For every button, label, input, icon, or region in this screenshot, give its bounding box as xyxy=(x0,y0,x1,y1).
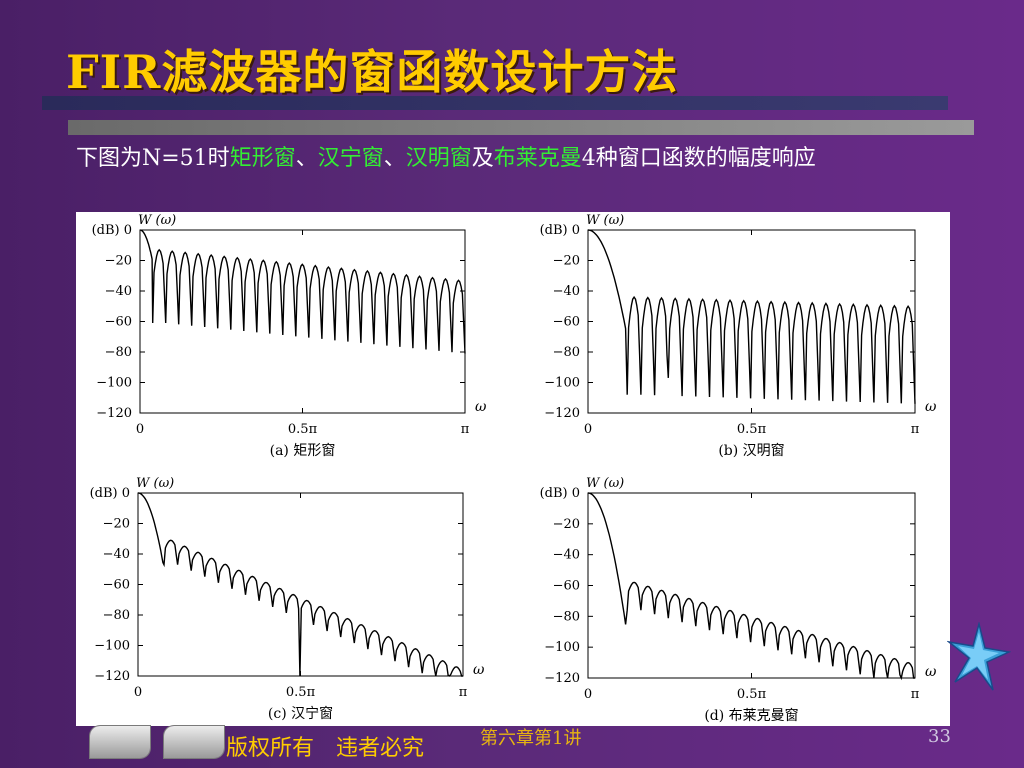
response-curve xyxy=(587,492,915,681)
y-tick-label: −120 xyxy=(96,406,132,421)
caption-window-hamming: 汉明窗 xyxy=(405,146,472,171)
subplot-caption: (a) 矩形窗 xyxy=(270,442,336,459)
response-curve xyxy=(139,229,466,354)
plot-frame xyxy=(139,229,466,414)
y-tick-label: −60 xyxy=(553,315,580,330)
x-tick-label: π xyxy=(911,422,920,437)
figure-panel: (dB) 0 −20 −40 −60 −80 −100 −120 0 0.5π π W (ω) ω (a… xyxy=(76,212,950,726)
page-number: 33 xyxy=(928,726,951,747)
slide-title: FIR滤波器的窗函数设计方法 xyxy=(66,45,679,99)
x-axis-label: ω xyxy=(475,399,487,415)
y-tick-label: −100 xyxy=(544,640,580,655)
subplot-2: (dB) 0 −20 −40 −60 −80 −100 −120 0 0.5π π W (ω) ω (b… xyxy=(540,213,937,459)
y-tick-label: −80 xyxy=(553,609,580,624)
y-tick-label: −60 xyxy=(553,579,580,594)
chapter-label: 第六章第1讲 xyxy=(480,728,582,749)
star-decoration-icon xyxy=(947,622,1011,691)
subplot-caption: (d) 布莱克曼窗 xyxy=(704,707,798,724)
x-axis-label: ω xyxy=(925,664,937,680)
y-tick-label: −100 xyxy=(96,376,132,391)
y-axis-label: W (ω) xyxy=(136,476,174,491)
caption-text-1: 下图为N=51时 xyxy=(76,146,230,171)
x-axis-label: ω xyxy=(473,662,485,678)
y-tick-label: −20 xyxy=(105,254,132,269)
y-tick-label: −20 xyxy=(553,254,580,269)
y-tick-label: (dB) 0 xyxy=(92,223,132,238)
y-tick-label: (dB) 0 xyxy=(540,223,580,238)
y-axis-label: W (ω) xyxy=(586,476,624,491)
y-axis-label: W (ω) xyxy=(586,213,624,228)
y-tick-label: −120 xyxy=(544,406,580,421)
y-tick-label: −100 xyxy=(544,376,580,391)
window-response-figure: (dB) 0 −20 −40 −60 −80 −100 −120 0 0.5π π W (ω) ω (a… xyxy=(90,213,937,724)
subplot-1: (dB) 0 −20 −40 −60 −80 −100 −120 0 0.5π π W (ω) ω (a… xyxy=(92,213,487,459)
x-tick-label: 0.5π xyxy=(286,685,316,700)
y-tick-label: −20 xyxy=(553,517,580,532)
y-tick-label: −80 xyxy=(105,345,132,360)
response-curve xyxy=(587,229,916,404)
x-tick-label: 0.5π xyxy=(737,422,767,437)
x-tick-label: 0 xyxy=(136,422,144,437)
nav-back-button[interactable] xyxy=(90,726,150,758)
y-tick-label: −120 xyxy=(544,671,580,686)
y-tick-label: −80 xyxy=(553,345,580,360)
x-tick-label: 0 xyxy=(584,687,592,702)
caption-window-blackman: 布莱克曼 xyxy=(493,146,582,171)
slide-caption: 下图为N=51时矩形窗、汉宁窗、汉明窗及布莱克曼4种窗口函数的幅度响应 xyxy=(76,140,956,178)
caption-window-rect: 矩形窗 xyxy=(229,146,296,171)
y-tick-label: −60 xyxy=(103,578,130,593)
title-underline-gray xyxy=(68,120,974,135)
y-tick-label: −40 xyxy=(105,284,132,299)
y-tick-label: −40 xyxy=(103,547,130,562)
x-tick-label: π xyxy=(911,687,920,702)
y-tick-label: −40 xyxy=(553,548,580,563)
x-tick-label: 0 xyxy=(134,685,142,700)
x-tick-label: 0.5π xyxy=(737,687,767,702)
subplot-caption: (b) 汉明窗 xyxy=(718,442,784,459)
y-tick-label: −100 xyxy=(94,639,130,654)
y-tick-label: −120 xyxy=(94,669,130,684)
y-tick-label: −40 xyxy=(553,284,580,299)
caption-sep-1: 、 xyxy=(295,146,318,171)
subplot-4: (dB) 0 −20 −40 −60 −80 −100 −120 0 0.5π π W (ω) ω (d… xyxy=(540,476,937,724)
caption-text-2: 4种窗口函数的幅度响应 xyxy=(581,146,816,171)
caption-and: 及 xyxy=(471,146,494,171)
y-tick-label: −60 xyxy=(105,315,132,330)
caption-sep-2: 、 xyxy=(383,146,406,171)
y-axis-label: W (ω) xyxy=(138,213,176,228)
y-tick-label: (dB) 0 xyxy=(90,486,130,501)
x-tick-label: π xyxy=(461,422,470,437)
x-axis-label: ω xyxy=(925,399,937,415)
y-tick-label: −20 xyxy=(103,517,130,532)
x-tick-label: 0 xyxy=(584,422,592,437)
response-curve xyxy=(137,492,463,677)
copyright-notice: 版权所有 违者必究 xyxy=(226,736,425,761)
y-tick-label: (dB) 0 xyxy=(540,486,580,501)
subplot-3: (dB) 0 −20 −40 −60 −80 −100 −120 0 0.5π π W (ω) ω (c… xyxy=(90,476,485,722)
title-underline-dark xyxy=(42,96,948,110)
nav-forward-button[interactable] xyxy=(164,726,224,758)
x-tick-label: π xyxy=(459,685,468,700)
caption-window-hanning: 汉宁窗 xyxy=(317,146,384,171)
y-tick-label: −80 xyxy=(103,608,130,623)
x-tick-label: 0.5π xyxy=(288,422,318,437)
subplot-caption: (c) 汉宁窗 xyxy=(268,705,333,722)
